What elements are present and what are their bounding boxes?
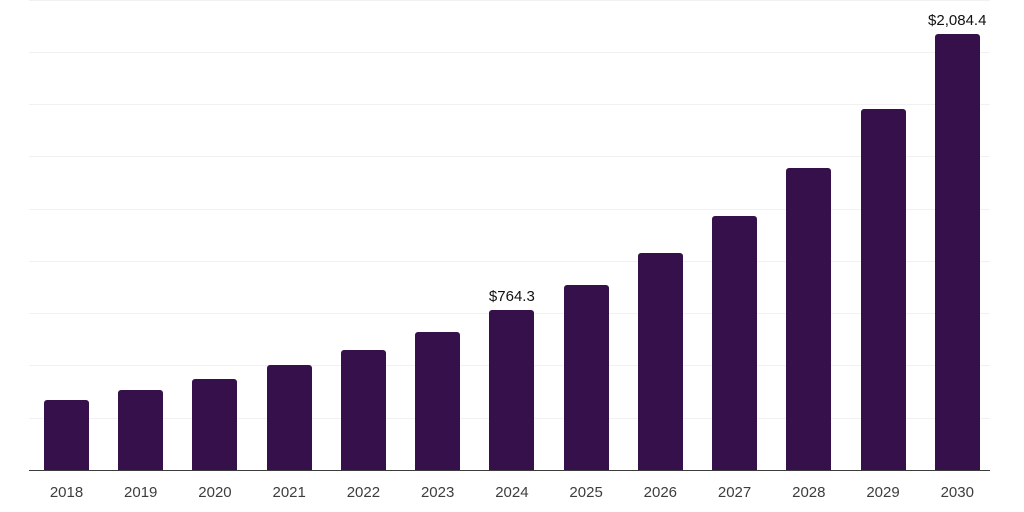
gridline [29, 208, 990, 210]
bar-2027 [712, 215, 758, 470]
gridline [29, 51, 990, 53]
x-axis-label-2023: 2023 [420, 484, 455, 501]
gridline [29, 0, 990, 1]
x-axis-label-2027: 2027 [717, 484, 752, 501]
bar-2030 [934, 34, 980, 470]
x-axis-label-2021: 2021 [272, 484, 306, 501]
value-label-2024: $764.3 [488, 288, 535, 306]
x-axis-label-2025: 2025 [569, 484, 603, 501]
bar-2028 [786, 167, 832, 470]
x-axis-label-2026: 2026 [643, 484, 678, 501]
plot-area: $764.3 $2,084.4 [29, 0, 990, 471]
bar-2019 [118, 390, 164, 470]
x-axis-label-2019: 2019 [124, 484, 158, 501]
bar-2018 [44, 400, 89, 470]
x-axis-label-2030: 2030 [940, 484, 974, 501]
x-axis-label-2024: 2024 [495, 484, 529, 501]
bar-2023 [415, 332, 461, 470]
bar-2025 [563, 284, 609, 470]
gridline [29, 156, 990, 158]
bar-2022 [340, 349, 386, 470]
x-axis-label-2020: 2020 [198, 484, 232, 501]
x-axis-label-2028: 2028 [792, 484, 826, 501]
x-axis-label-2018: 2018 [49, 484, 84, 501]
x-axis-label-2022: 2022 [346, 484, 381, 501]
bar-2024 [489, 310, 535, 470]
x-axis-label-2029: 2029 [866, 484, 900, 501]
bar-2026 [637, 253, 683, 470]
gridline [29, 104, 990, 106]
value-label-2030: $2,084.4 [928, 12, 987, 30]
bar-2021 [266, 365, 312, 470]
bar-2029 [860, 108, 906, 470]
gridline [29, 260, 990, 262]
x-axis-line [29, 470, 990, 471]
bar-2020 [192, 379, 238, 470]
